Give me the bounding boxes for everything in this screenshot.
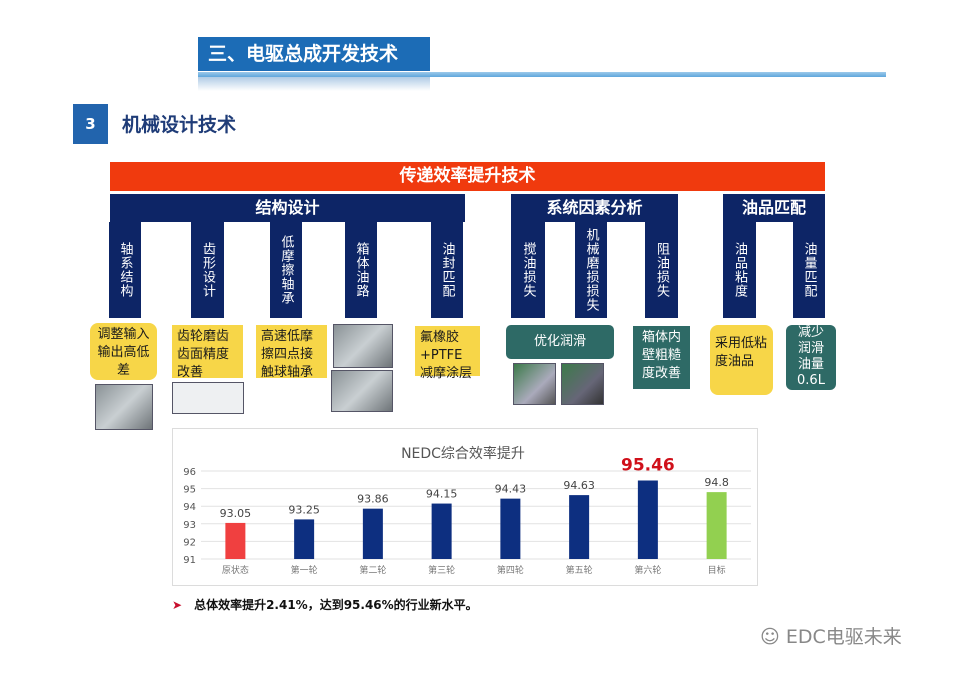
group-header-oil: 油品匹配 (723, 194, 825, 222)
bar (294, 519, 315, 559)
note-housing: 箱体内壁粗糙度改善 (633, 326, 690, 389)
y-tick-label: 92 (183, 537, 196, 548)
data-label: 95.46 (621, 456, 675, 476)
item-gear: 齿形设计 (191, 222, 224, 318)
subsection-title: 机械设计技术 (122, 114, 237, 136)
item-wear: 机械磨损损失 (575, 222, 607, 318)
summary-text: 总体效率提升2.41%，达到95.46%的行业新水平。 (194, 598, 478, 612)
x-tick-label: 第五轮 (566, 564, 593, 576)
item-churning: 搅油损失 (511, 222, 545, 318)
housing-image-2 (331, 370, 393, 412)
item-bearing: 低摩擦轴承 (270, 222, 302, 318)
gear-image (95, 384, 153, 430)
bar (225, 522, 246, 559)
watermark-text: EDC电驱未来 (785, 626, 902, 648)
y-tick-label: 95 (183, 485, 196, 496)
bar (500, 498, 521, 559)
group-header-system: 系统因素分析 (511, 194, 678, 222)
x-tick-label: 第三轮 (428, 564, 455, 576)
note-bearing: 高速低摩擦四点接触球轴承 (256, 325, 327, 380)
chart-panel: NEDC综合效率提升 91 92 93 94 95 96 93.05 原状态 93.25 第一轮 9… (172, 428, 758, 586)
x-tick-label: 第二轮 (359, 564, 386, 576)
data-label: 93.86 (357, 493, 389, 506)
data-label: 94.15 (426, 488, 458, 501)
x-tick-label: 第四轮 (497, 564, 524, 576)
item-viscosity: 油品粘度 (723, 222, 756, 318)
housing-image-1 (333, 324, 393, 368)
y-tick-label: 93 (183, 520, 196, 531)
section-number: 3 (73, 104, 108, 144)
note-oil-amount: 减少润滑油量0.6L (786, 325, 836, 390)
y-tick-label: 91 (183, 555, 196, 566)
item-seal: 油封匹配 (431, 222, 463, 318)
data-label: 94.8 (704, 476, 729, 489)
summary-bullet: ➤ 总体效率提升2.41%，达到95.46%的行业新水平。 (172, 596, 478, 613)
group-header-structure: 结构设计 (110, 194, 465, 222)
data-label: 93.25 (288, 503, 320, 516)
bar (637, 480, 658, 559)
bar (431, 503, 452, 559)
title-reflection (198, 77, 430, 91)
arrow-icon: ➤ (172, 598, 183, 612)
item-housing-oil: 箱体油路 (345, 222, 377, 318)
banner: 传递效率提升技术 (110, 162, 825, 191)
efficiency-chart: NEDC综合效率提升 91 92 93 94 95 96 93.05 原状态 93.25 第一轮 9… (183, 445, 751, 576)
note-shaft: 调整输入输出高低差 (90, 323, 157, 380)
bar (706, 492, 727, 559)
section-title: 三、电驱总成开发技术 (198, 37, 430, 71)
y-tick-label: 96 (183, 467, 196, 478)
data-label: 93.05 (220, 507, 252, 520)
x-tick-label: 第一轮 (291, 564, 318, 576)
item-oil-amount: 油量匹配 (793, 222, 825, 318)
note-lube: 优化润滑 (506, 325, 614, 359)
item-shaft: 轴系结构 (109, 222, 141, 318)
title-underline (198, 72, 886, 77)
gear-profile-image (172, 382, 244, 414)
watermark: ☺ EDC电驱未来 (760, 622, 902, 649)
x-tick-label: 目标 (708, 564, 726, 576)
y-tick-label: 94 (183, 502, 196, 513)
bar (569, 495, 590, 559)
churning-image-1 (513, 363, 556, 405)
churning-image-2 (561, 363, 604, 405)
x-tick-label: 第六轮 (634, 564, 661, 576)
data-label: 94.63 (563, 479, 595, 492)
x-tick-label: 原状态 (222, 564, 249, 576)
note-viscosity: 采用低粘度油品 (710, 325, 773, 395)
wechat-icon: ☺ (760, 626, 780, 648)
data-label: 94.43 (495, 483, 527, 496)
note-gear: 齿轮磨齿齿面精度改善 (172, 325, 243, 380)
chart-title: NEDC综合效率提升 (401, 445, 525, 462)
note-seal: 氟橡胶+PTFE减摩涂层 (415, 326, 480, 381)
bar (362, 508, 383, 559)
item-resistance: 阻油损失 (645, 222, 678, 318)
